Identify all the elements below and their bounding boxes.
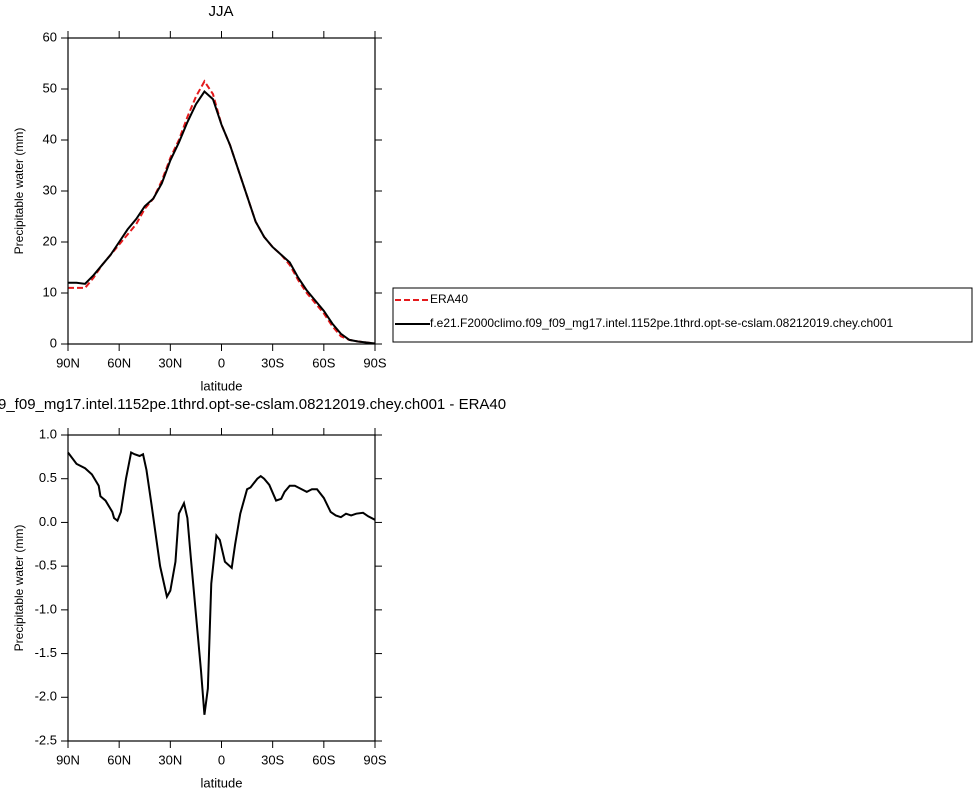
x-tick-label: 60N bbox=[107, 355, 131, 370]
x-tick-label: 90S bbox=[363, 355, 386, 370]
data-line bbox=[67, 450, 376, 715]
y-tick-label: 30 bbox=[43, 182, 57, 197]
data-line bbox=[68, 79, 376, 345]
y-tick-label: -2.5 bbox=[35, 732, 57, 747]
legend-label: ERA40 bbox=[430, 292, 468, 306]
x-tick-label: 90S bbox=[363, 752, 386, 767]
y-tick-label: 0.5 bbox=[39, 470, 57, 485]
y-tick-label: 50 bbox=[43, 80, 57, 95]
x-tick-label: 0 bbox=[218, 355, 225, 370]
x-tick-label: 30N bbox=[158, 752, 182, 767]
x-tick-label: 90N bbox=[56, 355, 80, 370]
y-tick-label: 0.0 bbox=[39, 514, 57, 529]
chart-title: 9_f09_mg17.intel.1152pe.1thrd.opt-se-csl… bbox=[0, 396, 506, 413]
x-tick-label: 60S bbox=[312, 752, 335, 767]
x-axis-label: latitude bbox=[201, 378, 243, 393]
y-tick-label: -1.5 bbox=[35, 645, 57, 660]
y-tick-label: 40 bbox=[43, 131, 57, 146]
plot-frame bbox=[67, 37, 376, 345]
x-tick-label: 30S bbox=[261, 752, 284, 767]
x-axis-label: latitude bbox=[201, 775, 243, 790]
y-tick-label: 0 bbox=[50, 335, 57, 350]
y-tick-label: -1.0 bbox=[35, 601, 57, 616]
legend-box bbox=[392, 287, 973, 343]
y-tick-label: -0.5 bbox=[35, 558, 57, 573]
y-tick-label: 60 bbox=[43, 29, 57, 44]
data-line bbox=[68, 90, 376, 345]
y-tick-label: 1.0 bbox=[39, 426, 57, 441]
x-tick-label: 0 bbox=[218, 752, 225, 767]
x-tick-label: 30N bbox=[158, 355, 182, 370]
y-tick-label: 10 bbox=[43, 284, 57, 299]
legend-label: f.e21.F2000climo.f09_f09_mg17.intel.1152… bbox=[430, 316, 894, 330]
x-tick-label: 60N bbox=[107, 752, 131, 767]
x-tick-label: 30S bbox=[261, 355, 284, 370]
x-tick-label: 90N bbox=[56, 752, 80, 767]
y-tick-label: 20 bbox=[43, 233, 57, 248]
x-tick-label: 60S bbox=[312, 355, 335, 370]
y-tick-label: -2.0 bbox=[35, 689, 57, 704]
chart-title: JJA bbox=[208, 3, 233, 20]
plot-frame bbox=[67, 434, 376, 742]
y-axis-label: Precipitable water (mm) bbox=[12, 525, 26, 652]
y-axis-label: Precipitable water (mm) bbox=[12, 128, 26, 255]
